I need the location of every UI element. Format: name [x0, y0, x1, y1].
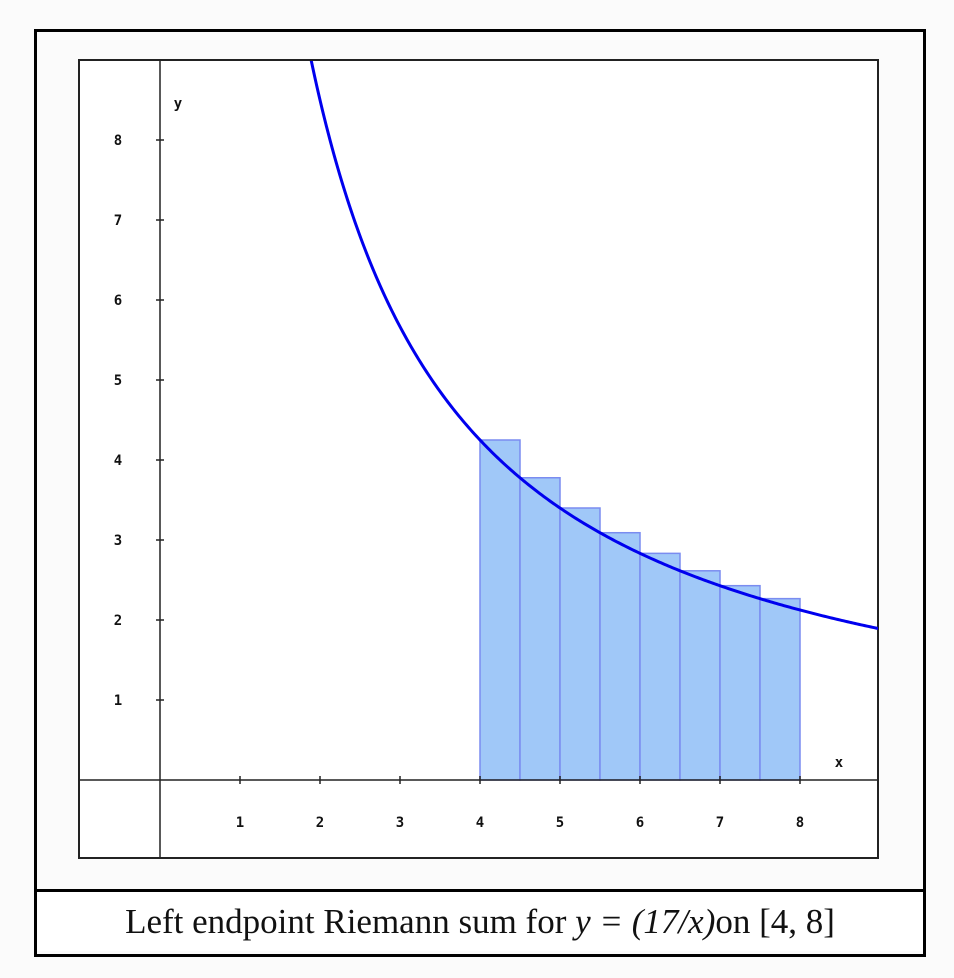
caption-prefix: Left endpoint Riemann sum for [125, 901, 567, 941]
function-curve [309, 61, 878, 631]
x-tick-label: 3 [396, 815, 404, 831]
riemann-rectangles [479, 439, 801, 781]
x-tick-label: 5 [556, 815, 564, 831]
riemann-rectangle [639, 552, 681, 781]
x-tick-label: 6 [636, 815, 644, 831]
y-tick-label: 8 [114, 133, 122, 149]
riemann-rectangle [519, 477, 561, 781]
y-tick-label: 1 [114, 693, 122, 709]
y-tick-label: 7 [114, 213, 122, 229]
x-tick-label: 7 [716, 815, 724, 831]
x-tick-label: 8 [796, 815, 804, 831]
riemann-rectangle [719, 584, 761, 781]
caption-interval: [4, 8] [759, 901, 835, 941]
riemann-rectangle [559, 507, 601, 781]
x-tick-label: 2 [316, 815, 324, 831]
y-tick-label: 4 [114, 453, 122, 469]
axis-ticks: 1 2 3 4 5 6 7 8 1 2 3 4 5 6 7 8 [114, 133, 804, 831]
x-tick-label: 1 [236, 815, 244, 831]
y-axis-label: y [174, 96, 183, 112]
y-tick-label: 2 [114, 613, 122, 629]
y-tick-label: 5 [114, 373, 122, 389]
figure-caption: Left endpoint Riemann sum for y = (17/x)… [37, 892, 923, 951]
x-tick-label: 4 [476, 815, 484, 831]
x-axis-label: x [835, 755, 844, 771]
caption-divider [34, 889, 926, 892]
riemann-rectangle [759, 597, 801, 781]
caption-formula: y = (17/x) [575, 901, 716, 941]
riemann-rectangle [479, 439, 521, 781]
y-tick-label: 6 [114, 293, 122, 309]
caption-middle: on [715, 901, 751, 941]
riemann-rectangle [679, 570, 721, 781]
y-tick-label: 3 [114, 533, 122, 549]
riemann-rectangle [599, 531, 641, 781]
